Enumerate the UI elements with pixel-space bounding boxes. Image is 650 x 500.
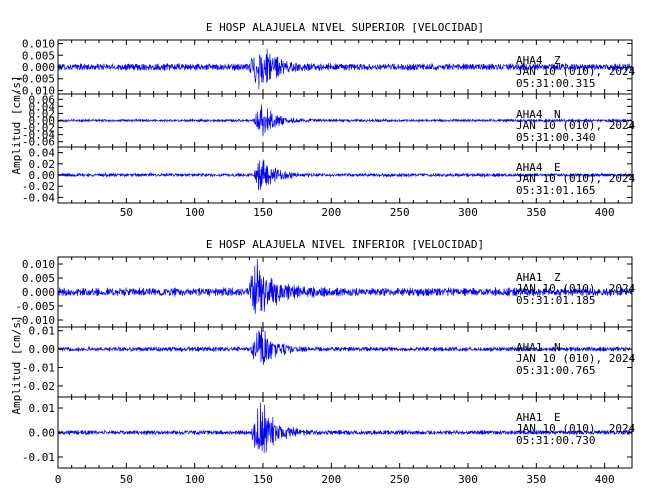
y-tick-label: -0.04 <box>22 129 55 142</box>
x-tick-label: 200 <box>321 206 341 219</box>
y-tick-label: -0.02 <box>22 180 55 193</box>
y-tick-label: -0.02 <box>22 380 55 393</box>
waveform-trace <box>57 48 633 90</box>
y-tick-label: 0.010 <box>22 258 55 271</box>
x-tick-label: 300 <box>458 473 478 486</box>
x-tick-label: 50 <box>120 206 133 219</box>
x-tick-label: 100 <box>185 206 205 219</box>
x-tick-label: 400 <box>595 206 615 219</box>
x-tick-label: 250 <box>390 473 410 486</box>
x-tick-label: 150 <box>253 206 273 219</box>
y-tick-label: 0.01 <box>29 402 56 415</box>
component-code: N <box>554 341 561 354</box>
station-code: AHA4 <box>516 108 543 121</box>
station-code: AHA1 <box>516 341 543 354</box>
component-code: Z <box>554 271 561 284</box>
record-time: 05:31:00.730 <box>516 434 595 447</box>
x-tick-label: 0 <box>55 473 62 486</box>
x-tick-label: 400 <box>595 473 615 486</box>
x-tick-label: 300 <box>458 206 478 219</box>
figure-title-bottom: E HOSP ALAJUELA NIVEL INFERIOR [VELOCIDA… <box>206 238 484 251</box>
component-code: E <box>554 411 561 424</box>
component-code: E <box>554 161 561 174</box>
y-tick-label: -0.010 <box>15 314 55 327</box>
y-tick-label: -0.06 <box>22 136 55 149</box>
y-tick-label: 0.010 <box>22 38 55 51</box>
y-tick-label: -0.010 <box>15 84 55 97</box>
component-code: N <box>554 108 561 121</box>
station-code: AHA4 <box>516 54 543 67</box>
y-tick-label: 0.02 <box>29 107 56 120</box>
x-tick-label: 350 <box>526 206 546 219</box>
component-code: Z <box>554 54 561 67</box>
y-tick-label: -0.01 <box>22 451 55 464</box>
y-tick-label: 0.00 <box>29 343 56 356</box>
y-tick-label: 0.06 <box>29 93 56 106</box>
y-tick-label: 0.04 <box>29 100 56 113</box>
record-date: JAN 10 (010), 2024 <box>516 422 636 435</box>
y-axis-label-bottom: Amplitud [cm/s] <box>10 315 23 414</box>
record-time: 05:31:00.340 <box>516 131 595 144</box>
y-tick-label: -0.005 <box>15 73 55 86</box>
y-tick-label: 0.00 <box>29 169 56 182</box>
y-tick-label: 0.000 <box>22 61 55 74</box>
station-code: AHA1 <box>516 411 543 424</box>
record-date: JAN 10 (010), 2024 <box>516 172 636 185</box>
y-tick-label: 0.005 <box>22 49 55 62</box>
y-axis-label-top: Amplitud [cm/s] <box>10 75 23 174</box>
record-date: JAN 10 (010), 2024 <box>516 119 636 132</box>
x-tick-label: 350 <box>526 473 546 486</box>
record-time: 05:31:01.165 <box>516 184 595 197</box>
station-code: AHA1 <box>516 271 543 284</box>
station-code: AHA4 <box>516 161 543 174</box>
y-tick-label: -0.04 <box>22 191 55 204</box>
y-tick-label: -0.005 <box>15 300 55 313</box>
record-time: 05:31:00.315 <box>516 77 595 90</box>
record-date: JAN 10 (010), 2024 <box>516 352 636 365</box>
x-tick-label: 250 <box>390 206 410 219</box>
y-tick-label: 0.000 <box>22 286 55 299</box>
x-tick-label: 200 <box>321 473 341 486</box>
waveform-trace <box>57 104 633 137</box>
y-tick-label: 0.02 <box>29 158 56 171</box>
y-tick-label: 0.005 <box>22 272 55 285</box>
y-tick-label: 0.00 <box>29 115 56 128</box>
y-tick-label: 0.01 <box>29 325 56 338</box>
y-tick-label: 0.04 <box>29 147 56 160</box>
figure-title-top: E HOSP ALAJUELA NIVEL SUPERIOR [VELOCIDA… <box>206 21 484 34</box>
y-tick-label: -0.02 <box>22 122 55 135</box>
x-tick-label: 50 <box>120 473 133 486</box>
record-date: JAN 10 (010), 2024 <box>516 65 636 78</box>
waveform-trace <box>57 159 633 191</box>
x-tick-label: 150 <box>253 473 273 486</box>
waveform-trace <box>57 326 633 366</box>
record-date: JAN 10 (010), 2024 <box>516 282 636 295</box>
waveform-trace <box>57 259 633 314</box>
x-tick-label: 100 <box>185 473 205 486</box>
y-tick-label: 0.00 <box>29 427 56 440</box>
record-time: 05:31:01.185 <box>516 294 595 307</box>
waveform-trace <box>57 402 633 453</box>
y-tick-label: -0.01 <box>22 362 55 375</box>
record-time: 05:31:00.765 <box>516 364 595 377</box>
